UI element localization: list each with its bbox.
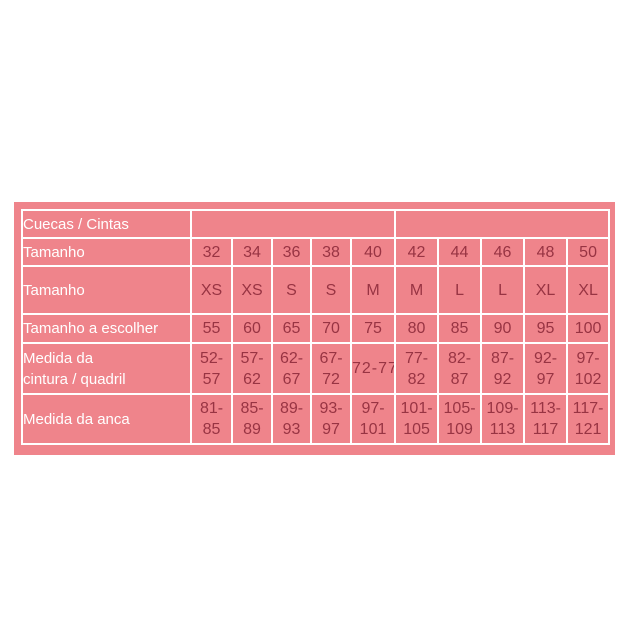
- value-cell: XS: [231, 265, 273, 315]
- value-cell: 44: [437, 237, 483, 267]
- value-cell: 40: [349, 237, 397, 267]
- value-cell: 113- 117: [523, 393, 569, 445]
- value-cell: 62- 67: [271, 342, 312, 395]
- value-cell: 105- 109: [437, 393, 483, 445]
- table-row-waist-hip-measurement: Medida da cintura / quadril 52- 57 57- 62 6…: [21, 342, 611, 395]
- value-cell: 34: [231, 237, 273, 267]
- value-cell: 60: [231, 313, 273, 344]
- value-cell: XS: [190, 265, 233, 315]
- value-cell: 75: [349, 313, 397, 344]
- value-cell: 50: [566, 237, 611, 267]
- value-cell: 38: [310, 237, 352, 267]
- value-cell: 87- 92: [480, 342, 526, 395]
- size-group-right: [394, 209, 611, 239]
- size-table-body: Cuecas / Cintas Tamanho 32 34 36 38 40 42 44 46 4…: [21, 209, 611, 445]
- value-cell: 72-77: [349, 342, 397, 395]
- value-cell: 42: [394, 237, 440, 267]
- value-cell: 48: [523, 237, 569, 267]
- table-row-size-to-choose: Tamanho a escolher 55 60 65 70 75 80 85 90 95 100: [21, 313, 611, 344]
- value-cell: 55: [190, 313, 233, 344]
- value-cell: 85- 89: [231, 393, 273, 445]
- size-chart-table: Cuecas / Cintas Tamanho 32 34 36 38 40 42 44 46 4…: [21, 209, 611, 445]
- value-cell: 95: [523, 313, 569, 344]
- value-cell: S: [310, 265, 352, 315]
- value-cell: 89- 93: [271, 393, 312, 445]
- size-chart-panel: Cuecas / Cintas Tamanho 32 34 36 38 40 42 44 46 4…: [14, 202, 615, 455]
- value-cell: L: [437, 265, 483, 315]
- row-label-waist-hip-measurement: Medida da cintura / quadril: [21, 342, 192, 395]
- value-cell: 46: [480, 237, 526, 267]
- table-row-size-number: Tamanho 32 34 36 38 40 42 44 46 48 50: [21, 237, 611, 267]
- value-cell: 109- 113: [480, 393, 526, 445]
- value-cell: 90: [480, 313, 526, 344]
- value-cell: 80: [394, 313, 440, 344]
- value-cell: 101- 105: [394, 393, 440, 445]
- value-cell: XL: [523, 265, 569, 315]
- row-label-size-letter: Tamanho: [21, 265, 192, 315]
- value-cell: 65: [271, 313, 312, 344]
- value-cell: XL: [566, 265, 611, 315]
- value-cell: 81- 85: [190, 393, 233, 445]
- value-cell: 92- 97: [523, 342, 569, 395]
- value-cell: 97- 102: [566, 342, 611, 395]
- value-cell: 85: [437, 313, 483, 344]
- size-group-left: [189, 209, 397, 239]
- value-cell: 97- 101: [349, 393, 397, 445]
- value-cell: L: [480, 265, 526, 315]
- table-row-size-letter: Tamanho XS XS S S M M L L XL XL: [21, 265, 611, 315]
- row-label-size-number: Tamanho: [21, 237, 192, 267]
- value-cell: 36: [271, 237, 312, 267]
- value-cell: M: [349, 265, 397, 315]
- row-label-size-to-choose: Tamanho a escolher: [21, 313, 192, 344]
- table-row-hip-measurement: Medida da anca 81- 85 85- 89 89- 93 93- 97 97…: [21, 393, 611, 445]
- table-title: Cuecas / Cintas: [21, 209, 192, 239]
- value-cell: 67- 72: [310, 342, 352, 395]
- value-cell: S: [271, 265, 312, 315]
- value-cell: 52- 57: [190, 342, 233, 395]
- value-cell: 117- 121: [566, 393, 611, 445]
- value-cell: 70: [310, 313, 352, 344]
- row-label-hip-measurement: Medida da anca: [21, 393, 192, 445]
- value-cell: 93- 97: [310, 393, 352, 445]
- value-cell: 32: [190, 237, 233, 267]
- table-row-header: Cuecas / Cintas: [21, 209, 611, 239]
- value-cell: 77- 82: [394, 342, 440, 395]
- value-cell: 57- 62: [231, 342, 273, 395]
- value-cell: M: [394, 265, 440, 315]
- value-cell: 100: [566, 313, 611, 344]
- value-cell: 82- 87: [437, 342, 483, 395]
